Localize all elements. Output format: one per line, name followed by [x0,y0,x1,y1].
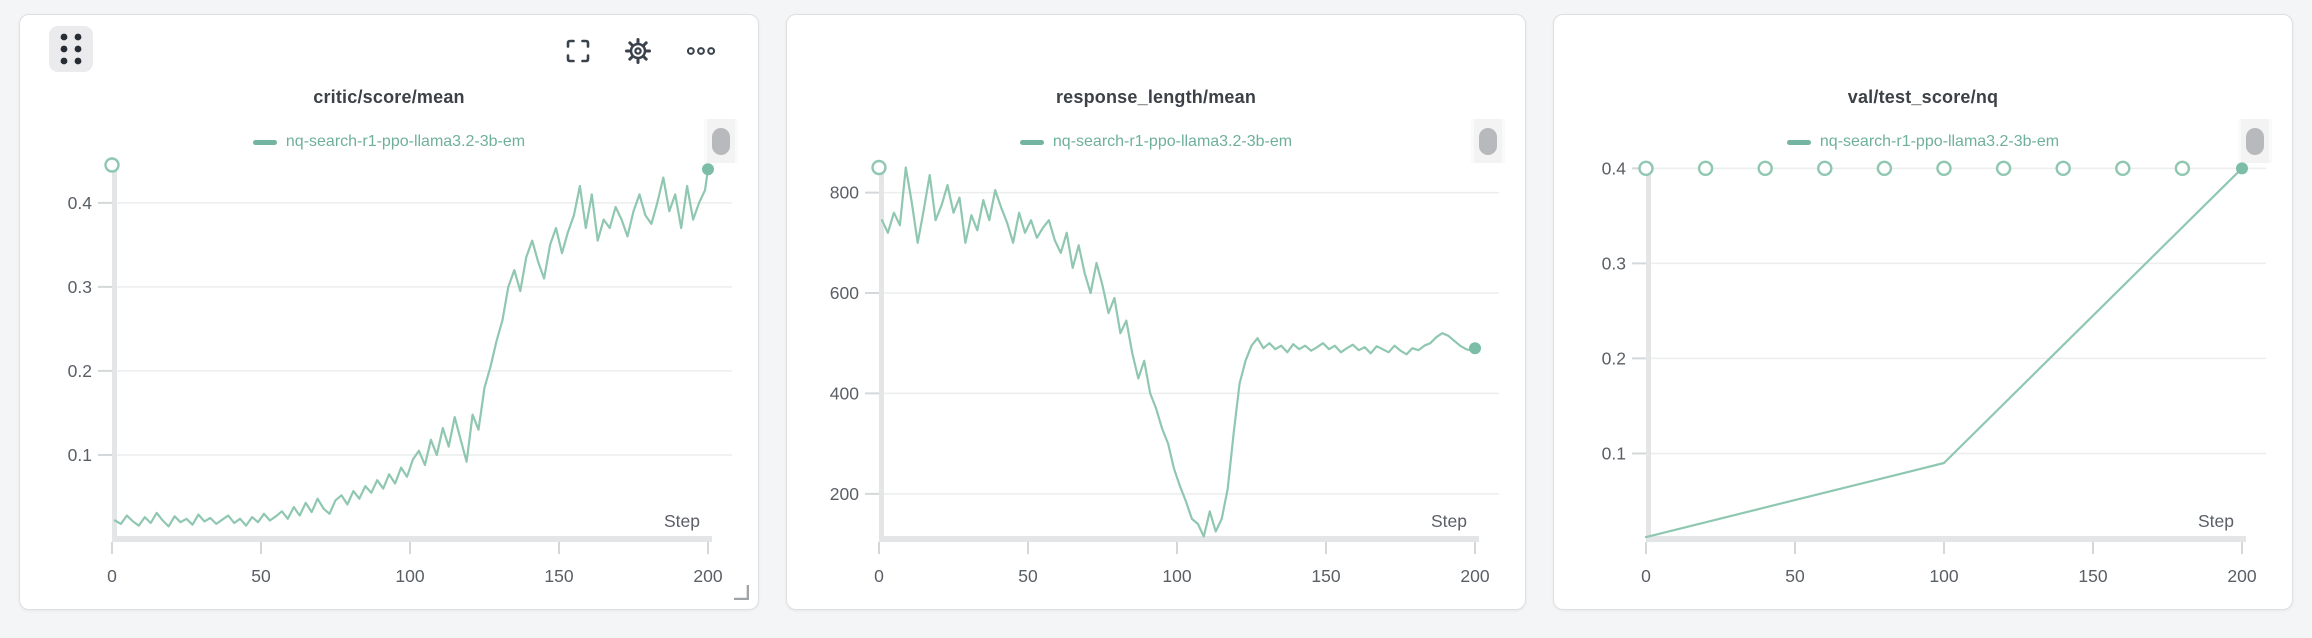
series-line [113,168,710,528]
x-tick-label: 50 [251,566,271,586]
drag-handle[interactable] [49,26,93,72]
legend-scrubber-handle[interactable] [704,119,738,163]
legend-line-swatch [1019,139,1044,145]
x-tick-label: 0 [1641,566,1651,586]
x-tick-label: 150 [544,566,573,586]
legend-run-label: nq-search-r1-ppo-llama3.2-3b-em [1819,133,2060,150]
chart-legend[interactable]: nq-search-r1-ppo-llama3.2-3b-em [20,133,758,151]
settings-button[interactable] [623,36,653,66]
x-tick-label: 50 [1785,566,1805,586]
y-axis-line [1646,163,1651,542]
line-chart-plot[interactable]: 200 400 600 800 0 50 100 150 200 Step [787,15,1525,609]
chart-title: val/test_score/nq [1847,87,1999,107]
y-tick-label: 0.2 [1602,348,1626,368]
scrubber-oval-icon [2246,127,2264,155]
legend-scrubber-handle[interactable] [1471,119,1505,163]
scrubber-oval-icon [712,127,730,155]
y-tick-label: 0.2 [68,361,92,381]
x-axis-line [879,536,1479,542]
series-line [1644,167,2244,539]
data-point-end-marker[interactable] [702,163,714,176]
data-point-open-marker[interactable] [1757,160,1773,177]
x-tick-label: 100 [395,566,424,586]
series-line [880,166,1477,538]
y-tick-label: 0.4 [1602,158,1627,178]
data-point-open-marker[interactable] [1697,160,1714,177]
data-point-open-marker[interactable] [104,157,120,173]
x-axis-label: Step [664,511,700,531]
chart-legend[interactable]: nq-search-r1-ppo-llama3.2-3b-em [787,133,1525,151]
resize-handle[interactable] [733,584,749,600]
fullscreen-button[interactable] [563,36,593,66]
line-chart-plot[interactable]: 0.1 0.2 0.3 0.4 0 50 100 150 200 Step [20,15,758,609]
y-tick-label: 0.1 [1602,443,1626,463]
x-tick-label: 200 [2227,566,2256,586]
chart-title: response_length/mean [1055,87,1257,107]
x-tick-label: 200 [1460,566,1489,586]
gear-icon [625,38,651,64]
scrubber-oval-icon [1479,127,1497,155]
x-tick-label: 0 [874,566,884,586]
data-point-open-marker[interactable] [871,159,887,176]
data-point-open-marker[interactable] [2115,160,2131,177]
y-tick-label: 0.1 [68,445,92,465]
x-tick-label: 200 [693,566,722,586]
chart-panel-val-test-score-nq: val/test_score/nq nq-search-r1-ppo-llama… [1553,14,2293,610]
y-tick-label: 600 [830,283,859,303]
fullscreen-icon [566,39,590,63]
legend-run-label: nq-search-r1-ppo-llama3.2-3b-em [1052,133,1293,150]
drag-handle-icon [60,33,82,65]
x-tick-label: 100 [1929,566,1958,586]
data-point-open-marker[interactable] [1817,160,1833,177]
data-point-open-marker[interactable] [1876,160,1893,177]
y-axis-line [879,163,884,542]
x-tick-label: 50 [1018,566,1038,586]
legend-line-swatch [1786,139,1811,145]
y-tick-label: 0.3 [1602,253,1626,273]
data-point-end-marker[interactable] [2236,162,2248,175]
x-axis-label: Step [2198,511,2234,531]
y-tick-label: 800 [830,183,859,203]
data-point-open-marker[interactable] [1638,160,1654,177]
chart-panel-critic-score-mean: critic/score/mean nq-search-r1-ppo-llama… [19,14,759,610]
y-axis-line [112,163,117,542]
chart-title: critic/score/mean [313,87,465,107]
x-tick-label: 100 [1162,566,1191,586]
y-tick-label: 0.3 [68,277,92,297]
data-point-open-marker[interactable] [1995,160,2012,177]
legend-scrubber-handle[interactable] [2238,119,2272,163]
x-axis-line [112,536,712,542]
legend-line-swatch [252,139,277,145]
y-tick-label: 200 [830,484,859,504]
x-axis-label: Step [1431,511,1467,531]
chart-legend[interactable]: nq-search-r1-ppo-llama3.2-3b-em [1554,133,2292,151]
data-point-open-marker[interactable] [2174,160,2191,177]
chart-panel-response-length-mean: response_length/mean nq-search-r1-ppo-ll… [786,14,1526,610]
x-tick-label: 150 [1311,566,1340,586]
data-point-open-marker[interactable] [1936,160,1952,177]
line-chart-plot[interactable]: 0.1 0.2 0.3 0.4 0 50 100 150 200 Step [1554,15,2292,609]
more-options-button[interactable] [686,36,716,66]
data-point-end-marker[interactable] [1469,342,1481,355]
ellipsis-icon [686,47,716,55]
legend-run-label: nq-search-r1-ppo-llama3.2-3b-em [285,133,526,150]
y-tick-label: 400 [830,383,859,403]
x-tick-label: 0 [107,566,117,586]
x-axis-line [1646,536,2246,542]
y-tick-label: 0.4 [68,193,93,213]
data-point-open-marker[interactable] [2055,160,2071,177]
x-tick-label: 150 [2078,566,2107,586]
